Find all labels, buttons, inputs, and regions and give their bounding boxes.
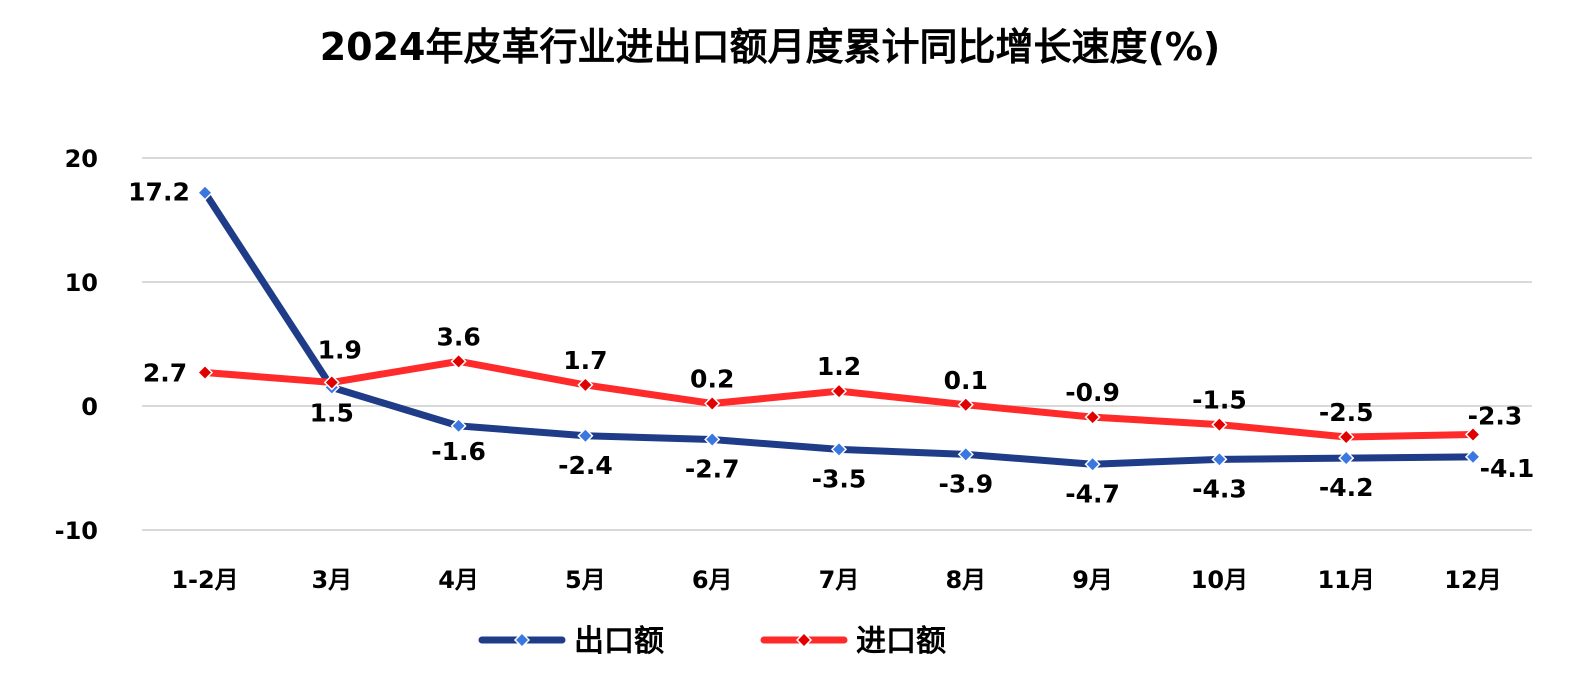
data-point bbox=[1338, 450, 1355, 467]
data-label: 3.6 bbox=[436, 322, 480, 351]
data-label: -4.3 bbox=[1192, 474, 1247, 503]
data-label: -4.7 bbox=[1065, 479, 1120, 508]
data-point bbox=[704, 431, 721, 448]
x-tick-label: 1-2月 bbox=[171, 566, 238, 594]
y-axis: -10 0 10 20 bbox=[55, 145, 98, 545]
data-label: -1.6 bbox=[431, 437, 486, 466]
data-point bbox=[577, 427, 594, 444]
data-point bbox=[957, 396, 974, 413]
legend-item-import: 进口额 bbox=[760, 624, 946, 659]
chart-title: 2024年皮革行业进出口额月度累计同比增长速度(%) bbox=[320, 25, 1221, 69]
data-label: -0.9 bbox=[1065, 378, 1120, 407]
x-tick-label: 10月 bbox=[1191, 566, 1248, 594]
data-label: 17.2 bbox=[128, 178, 190, 207]
data-point bbox=[323, 374, 340, 391]
x-tick-label: 12月 bbox=[1444, 566, 1501, 594]
x-tick-label: 6月 bbox=[692, 566, 733, 594]
y-tick-label: 20 bbox=[65, 145, 98, 173]
data-point bbox=[1084, 456, 1101, 473]
x-tick-label: 4月 bbox=[438, 566, 479, 594]
data-point bbox=[704, 395, 721, 412]
data-point bbox=[830, 383, 848, 400]
data-label: 0.2 bbox=[690, 365, 734, 394]
legend-marker bbox=[513, 631, 531, 649]
data-label: -1.5 bbox=[1192, 386, 1247, 415]
data-point bbox=[196, 184, 214, 201]
data-labels: 17.2 1.5 -1.6 -2.4 -2.7 -3.5 -3.9 -4.7 -4.3 -4.2 -… bbox=[128, 178, 1534, 509]
data-point bbox=[577, 376, 594, 393]
legend-label: 进口额 bbox=[856, 624, 946, 659]
data-label: -2.4 bbox=[558, 451, 613, 480]
y-tick-label: -10 bbox=[55, 517, 98, 545]
data-label: -2.5 bbox=[1319, 398, 1374, 427]
legend-label: 出口额 bbox=[574, 624, 664, 659]
data-point bbox=[1464, 426, 1482, 443]
x-axis: 1-2月 3月 4月 5月 6月 7月 8月 9月 10月 11月 12月 bbox=[171, 566, 1501, 594]
x-tick-label: 9月 bbox=[1072, 566, 1113, 594]
legend: 出口额 进口额 bbox=[478, 624, 946, 659]
data-label: -2.7 bbox=[685, 454, 740, 483]
series-export bbox=[196, 184, 1482, 473]
data-label: 1.7 bbox=[563, 346, 607, 375]
data-point bbox=[957, 446, 974, 463]
data-point bbox=[450, 353, 467, 370]
data-label: 2.7 bbox=[143, 359, 187, 388]
data-label: -3.9 bbox=[938, 469, 993, 498]
data-point bbox=[1211, 451, 1228, 468]
y-tick-label: 0 bbox=[81, 393, 98, 421]
x-tick-label: 5月 bbox=[565, 566, 606, 594]
y-tick-label: 10 bbox=[65, 269, 98, 297]
data-label: 0.1 bbox=[944, 366, 988, 395]
x-tick-label: 8月 bbox=[945, 566, 986, 594]
series-layer bbox=[196, 184, 1482, 473]
data-point bbox=[830, 441, 848, 458]
x-tick-label: 11月 bbox=[1317, 566, 1374, 594]
data-label: 1.2 bbox=[817, 352, 861, 381]
data-label: -3.5 bbox=[812, 464, 867, 493]
data-point bbox=[1338, 428, 1355, 446]
legend-marker bbox=[795, 631, 813, 649]
data-point bbox=[1464, 448, 1482, 465]
data-point bbox=[450, 417, 467, 434]
x-tick-label: 7月 bbox=[819, 566, 860, 594]
data-label: -2.3 bbox=[1468, 402, 1523, 431]
x-tick-label: 3月 bbox=[311, 566, 352, 594]
legend-item-export: 出口额 bbox=[478, 624, 664, 659]
series-import bbox=[196, 353, 1482, 446]
data-label: 1.9 bbox=[318, 335, 362, 364]
data-label: -4.2 bbox=[1319, 473, 1374, 502]
gridlines bbox=[142, 157, 1532, 531]
data-point bbox=[196, 364, 214, 381]
data-label: 1.5 bbox=[310, 398, 354, 427]
data-label: -4.1 bbox=[1480, 454, 1535, 483]
data-point bbox=[1211, 416, 1228, 433]
series-line bbox=[201, 189, 1477, 468]
data-point bbox=[1084, 409, 1101, 426]
